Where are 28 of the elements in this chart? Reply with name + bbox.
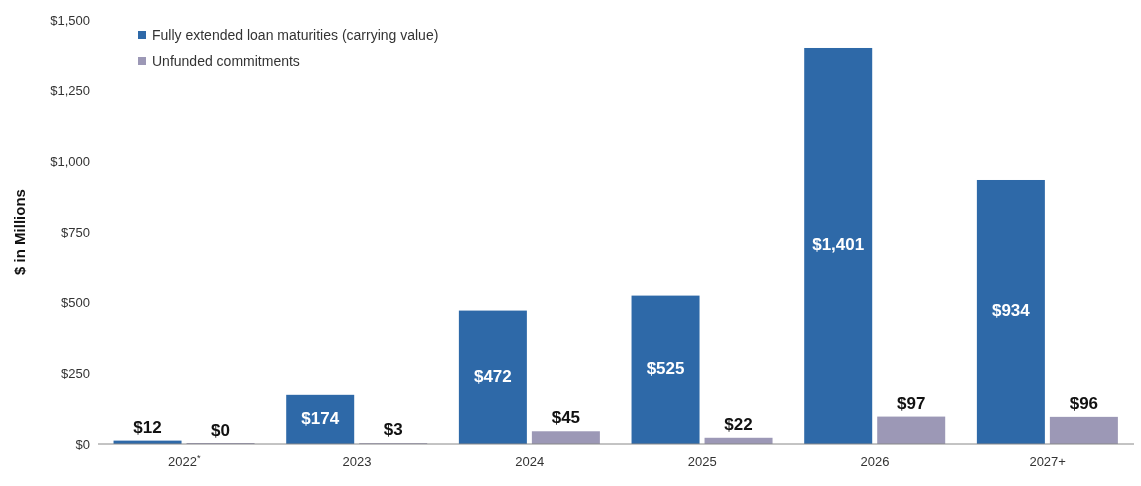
data-label: $472 (473, 366, 512, 386)
data-label: $3 (383, 420, 403, 440)
data-label: $96 (1069, 393, 1099, 413)
data-label: $525 (646, 359, 685, 379)
x-tick-label: 2022$^{*}$ (168, 453, 202, 469)
y-tick-label: $250 (61, 365, 90, 381)
x-tick-label: 2026 (860, 454, 890, 469)
legend-label: Unfunded commitments (152, 52, 300, 71)
data-label: $97 (897, 393, 926, 413)
data-label: $22 (724, 414, 753, 434)
data-label: $1,401 (812, 235, 865, 255)
y-tick-label: $500 (61, 295, 90, 311)
y-axis-title: $ in Millions (11, 189, 29, 275)
legend-label: Fully extended loan maturities (carrying value) (152, 26, 439, 45)
x-tick-label: 2025 (687, 454, 717, 469)
y-tick-label: $0 (75, 436, 90, 452)
data-label: $174 (301, 408, 340, 428)
y-tick-label: $1,500 (50, 12, 90, 28)
y-tick-label: $1,250 (50, 83, 90, 99)
x-tick-label: 2027+ (1029, 454, 1066, 469)
data-label: $0 (211, 421, 230, 440)
data-label: $934 (991, 301, 1031, 321)
y-tick-label: $750 (61, 224, 90, 240)
data-label: $45 (551, 408, 581, 428)
data-label: $12 (133, 417, 162, 437)
x-tick-label: 2023 (342, 454, 372, 469)
y-tick-label: $1,000 (50, 153, 90, 169)
x-tick-label: 2024 (515, 454, 545, 469)
